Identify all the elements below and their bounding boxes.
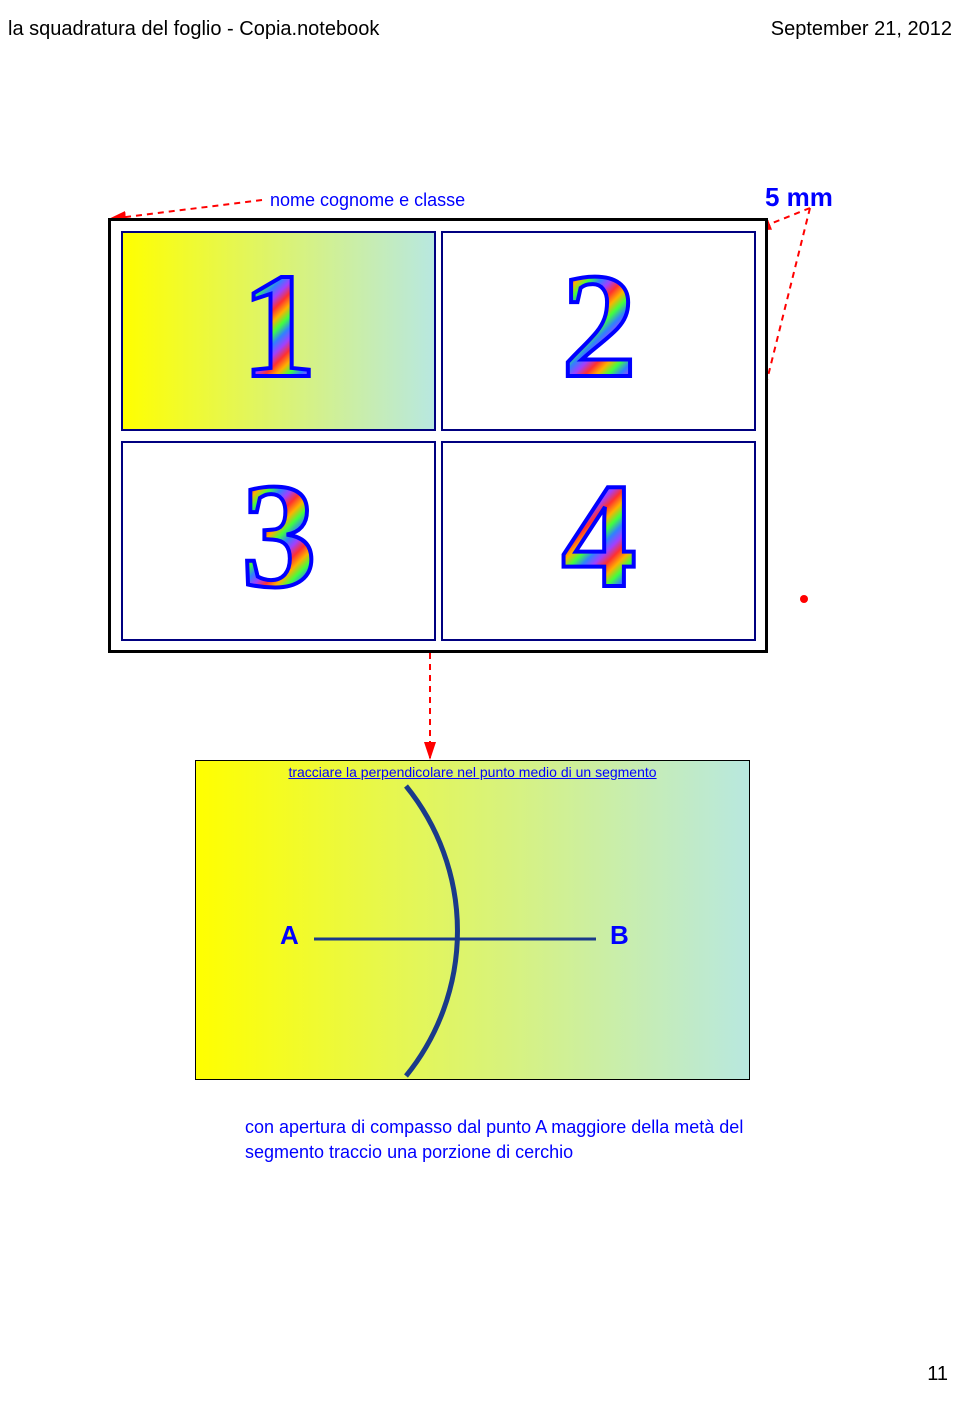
inner-frame: 1 2 3 4 — [121, 231, 755, 640]
label-5mm: 5 mm — [765, 182, 833, 213]
quadrant-3: 3 — [121, 441, 436, 641]
red-dot — [800, 595, 808, 603]
page-number: 11 — [927, 1363, 948, 1386]
svg-text:3: 3 — [241, 461, 316, 619]
caption-text: con apertura di compasso dal punto A mag… — [245, 1115, 745, 1165]
number-3: 3 — [219, 461, 339, 621]
quadrant-1: 1 — [121, 231, 436, 431]
construction-box: tracciare la perpendicolare nel punto me… — [195, 760, 750, 1080]
label-nome-cognome: nome cognome e classe — [270, 190, 465, 211]
label-point-a: A — [280, 920, 299, 951]
main-sheet-rect: 1 2 3 4 — [108, 218, 768, 653]
svg-text:1: 1 — [241, 251, 316, 409]
quadrant-4: 4 — [441, 441, 756, 641]
quadrant-2: 2 — [441, 231, 756, 431]
number-1: 1 — [219, 251, 339, 411]
construction-title: tracciare la perpendicolare nel punto me… — [288, 764, 656, 780]
svg-text:2: 2 — [561, 251, 636, 409]
label-point-b: B — [610, 920, 629, 951]
header-right: September 21, 2012 — [771, 18, 952, 41]
header-left: la squadratura del foglio - Copia.notebo… — [8, 18, 379, 41]
number-4: 4 — [539, 461, 659, 621]
svg-text:4: 4 — [561, 461, 636, 619]
number-2: 2 — [539, 251, 659, 411]
